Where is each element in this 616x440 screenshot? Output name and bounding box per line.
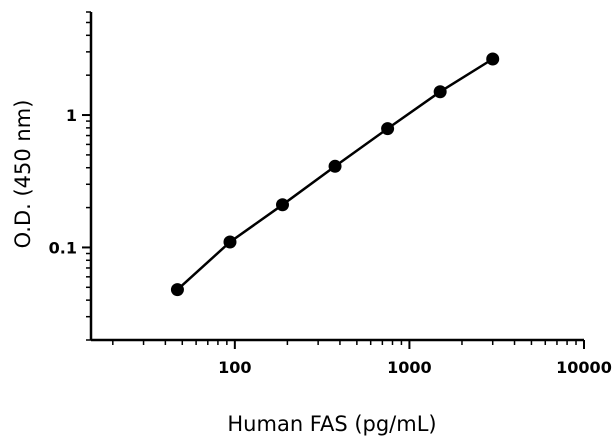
y-tick-label: 1 [66,106,77,125]
series-layer [170,52,500,297]
data-point [433,85,447,99]
labels-layer: Human FAS (pg/mL) O.D. (450 nm) 100 1000 1… [11,100,612,436]
data-point [328,159,342,173]
data-point [486,52,500,66]
x-tick-label: 100 [218,358,251,377]
data-point [381,122,395,136]
axes [82,11,585,349]
data-point [275,198,289,212]
x-axis-title: Human FAS (pg/mL) [227,412,436,436]
y-axis-title: O.D. (450 nm) [11,100,35,249]
x-tick-label: 10000 [556,358,612,377]
x-tick-label: 1000 [387,358,432,377]
data-point [223,235,237,249]
y-tick-label: 0.1 [49,238,77,257]
data-point [170,283,184,297]
